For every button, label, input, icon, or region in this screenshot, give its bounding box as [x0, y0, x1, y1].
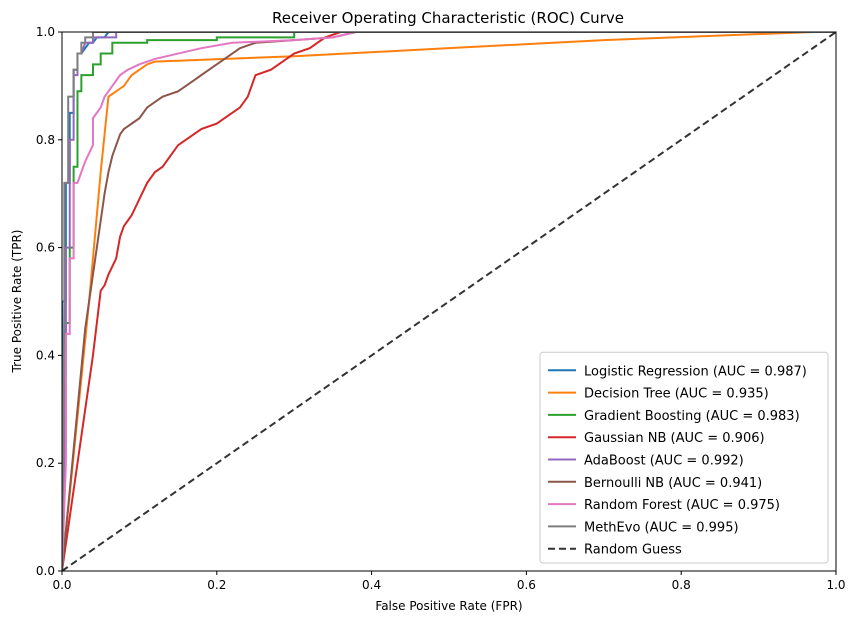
- series-layer: [62, 32, 836, 571]
- x-tick-label: 1.0: [826, 578, 845, 592]
- series-line-8: [62, 32, 836, 571]
- legend-entry-3: Gaussian NB (AUC = 0.906): [584, 431, 765, 446]
- series-line-7: [62, 32, 836, 571]
- y-tick-label: 0.0: [36, 564, 55, 578]
- legend-box: [539, 351, 829, 564]
- y-tick-label: 1.0: [36, 25, 55, 39]
- plot-frame: [61, 31, 837, 572]
- series-line-3: [62, 32, 836, 571]
- series-line-6: [62, 32, 836, 571]
- plot-area: [61, 31, 837, 572]
- legend-entry-8: Random Guess: [584, 543, 682, 558]
- legend-entry-5: Bernoulli NB (AUC = 0.941): [584, 476, 762, 491]
- y-axis-label: True Positive Rate (TPR): [10, 230, 24, 374]
- x-axis: 0.0 0.2 0.4 0.6 0.8 1.0: [52, 571, 846, 592]
- series-line-5: [62, 32, 836, 571]
- y-tick-label: 0.2: [36, 456, 55, 470]
- legend-entry-1: Decision Tree (AUC = 0.935): [584, 387, 769, 402]
- x-tick-label: 0.0: [52, 578, 71, 592]
- legend: Logistic Regression (AUC = 0.987) Decisio…: [539, 351, 829, 564]
- y-tick-label: 0.4: [36, 348, 55, 362]
- legend-entry-6: Random Forest (AUC = 0.975): [584, 498, 780, 513]
- x-tick-label: 0.4: [362, 578, 381, 592]
- x-tick-label: 0.2: [207, 578, 226, 592]
- legend-entry-2: Gradient Boosting (AUC = 0.983): [584, 409, 800, 424]
- x-axis-label: False Positive Rate (FPR): [375, 599, 522, 613]
- y-tick-label: 0.6: [36, 241, 55, 255]
- series-line-1: [62, 32, 836, 571]
- legend-entry-0: Logistic Regression (AUC = 0.987): [584, 364, 807, 379]
- legend-entry-7: MethEvo (AUC = 0.995): [584, 520, 739, 535]
- chart-title: Receiver Operating Characteristic (ROC) …: [272, 9, 624, 27]
- y-axis: 0.0 0.2 0.4 0.6 0.8 1.0: [36, 25, 62, 578]
- y-tick-label: 0.8: [36, 133, 55, 147]
- legend-entry-4: AdaBoost (AUC = 0.992): [584, 454, 744, 469]
- x-tick-label: 0.8: [672, 578, 691, 592]
- x-tick-label: 0.6: [517, 578, 536, 592]
